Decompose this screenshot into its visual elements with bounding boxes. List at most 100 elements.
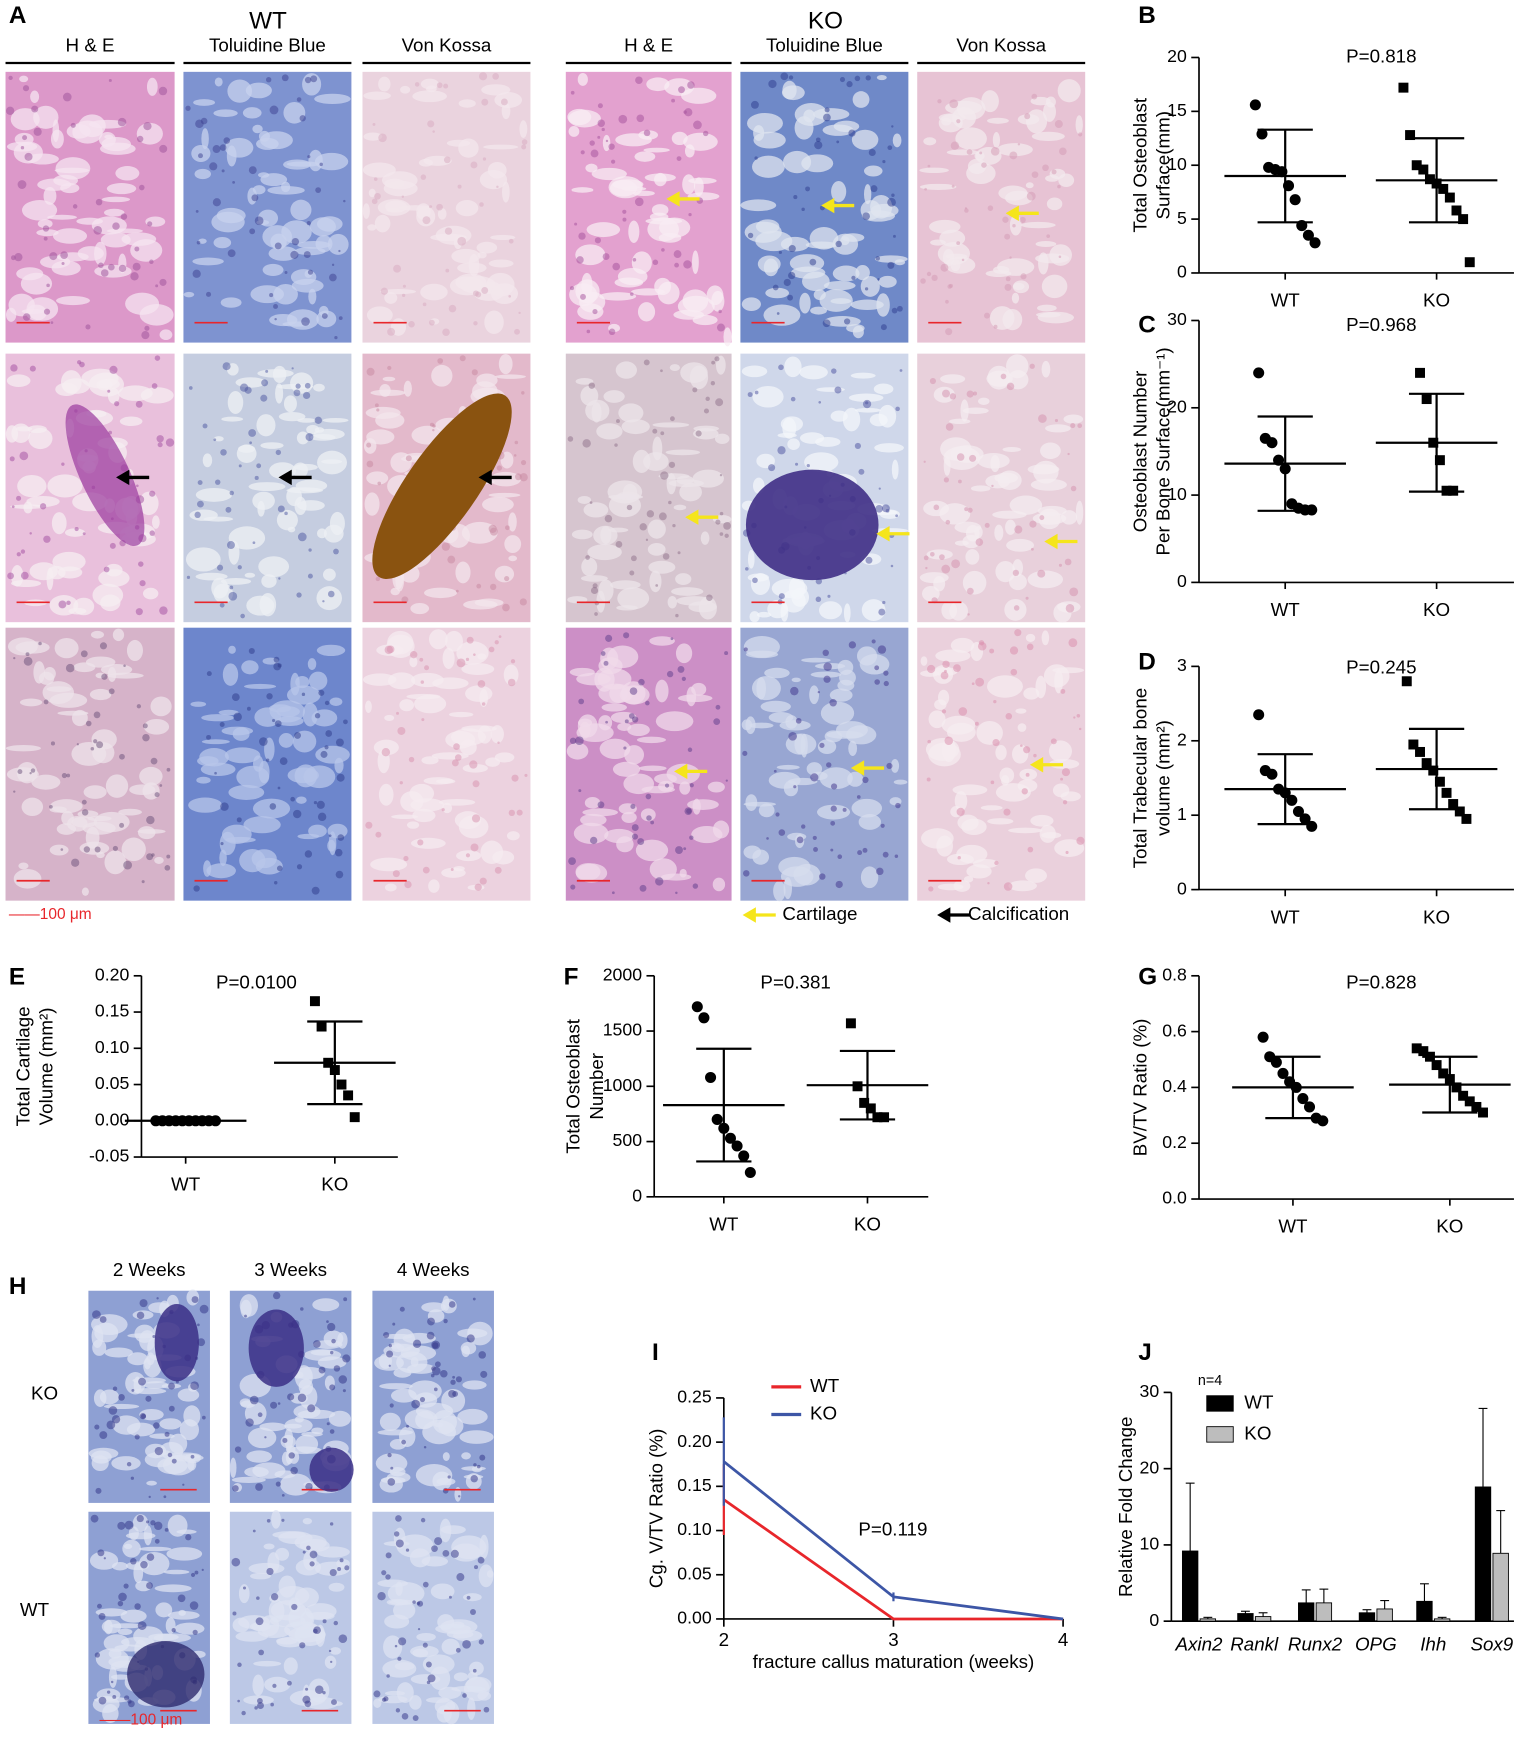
texture — [295, 1434, 319, 1454]
texture — [185, 547, 221, 572]
texture — [138, 561, 144, 567]
texture — [223, 137, 231, 144]
texture — [629, 570, 635, 576]
texture — [478, 1351, 487, 1359]
texture — [232, 181, 236, 184]
texture — [788, 271, 796, 280]
texture — [383, 1333, 413, 1340]
texture — [973, 391, 978, 396]
texture — [382, 1659, 417, 1678]
texture — [497, 741, 500, 744]
texture — [870, 203, 899, 218]
texture — [954, 521, 982, 534]
texture — [261, 574, 277, 588]
texture — [238, 1584, 250, 1604]
texture — [977, 641, 987, 651]
data-point — [711, 1113, 723, 1125]
texture — [855, 265, 870, 281]
texture — [575, 736, 584, 746]
texture — [599, 738, 631, 760]
texture — [676, 156, 682, 162]
texture — [271, 1509, 281, 1529]
texture — [1062, 800, 1068, 805]
texture — [418, 158, 434, 167]
texture — [990, 780, 995, 785]
texture — [459, 355, 466, 362]
stain-region — [65, 404, 145, 547]
texture — [329, 1568, 337, 1577]
texture — [654, 172, 667, 187]
texture — [725, 779, 728, 782]
texture — [229, 490, 235, 496]
texture — [743, 845, 762, 859]
texture — [168, 1382, 175, 1390]
texture — [984, 312, 990, 319]
texture — [396, 711, 399, 715]
texture — [925, 566, 928, 570]
texture — [302, 702, 318, 727]
texture — [457, 236, 467, 246]
texture — [833, 120, 860, 133]
texture — [490, 234, 516, 241]
texture — [465, 685, 493, 702]
data-point — [1428, 765, 1439, 776]
texture — [1020, 744, 1023, 747]
texture — [824, 107, 830, 113]
texture — [854, 407, 881, 413]
texture — [488, 492, 521, 498]
texture — [149, 259, 154, 265]
texture — [492, 73, 499, 80]
texture — [442, 328, 450, 336]
texture — [627, 723, 650, 737]
texture — [303, 251, 311, 259]
texture — [614, 443, 618, 447]
texture — [228, 591, 238, 601]
texture — [278, 733, 294, 748]
texture — [54, 167, 90, 174]
texture — [830, 805, 837, 812]
data-point — [1444, 192, 1455, 203]
texture — [461, 725, 497, 732]
y-tick-label: 0 — [1177, 878, 1187, 898]
texture — [958, 707, 968, 716]
texture — [1009, 646, 1019, 655]
texture — [817, 691, 820, 694]
texture — [1004, 233, 1011, 240]
texture — [11, 505, 15, 509]
texture — [805, 186, 810, 192]
data-point — [1451, 1082, 1462, 1093]
texture — [874, 443, 904, 453]
texture — [387, 327, 396, 336]
x-tick-label: WT — [1271, 599, 1301, 620]
texture — [956, 241, 961, 246]
texture — [135, 400, 143, 408]
texture — [317, 812, 327, 822]
texture — [992, 739, 1000, 747]
texture — [47, 474, 83, 498]
texture — [506, 831, 520, 841]
texture — [500, 98, 508, 106]
texture — [49, 692, 88, 708]
texture — [799, 365, 828, 380]
texture — [974, 721, 979, 726]
texture — [422, 1581, 429, 1588]
texture — [146, 815, 155, 825]
micrograph — [565, 353, 732, 623]
texture — [462, 1693, 467, 1698]
texture — [154, 1584, 192, 1593]
texture — [471, 814, 481, 823]
texture — [1013, 282, 1025, 291]
texture — [337, 1567, 342, 1571]
texture — [1050, 738, 1057, 745]
texture — [262, 263, 284, 277]
texture — [712, 877, 726, 892]
texture — [456, 658, 466, 668]
texture — [257, 1412, 263, 1418]
texture — [115, 166, 140, 181]
data-point — [1398, 82, 1409, 93]
texture — [1003, 882, 1013, 891]
data-point — [1405, 130, 1416, 141]
texture — [109, 542, 116, 549]
texture — [80, 650, 88, 658]
texture — [455, 589, 459, 593]
